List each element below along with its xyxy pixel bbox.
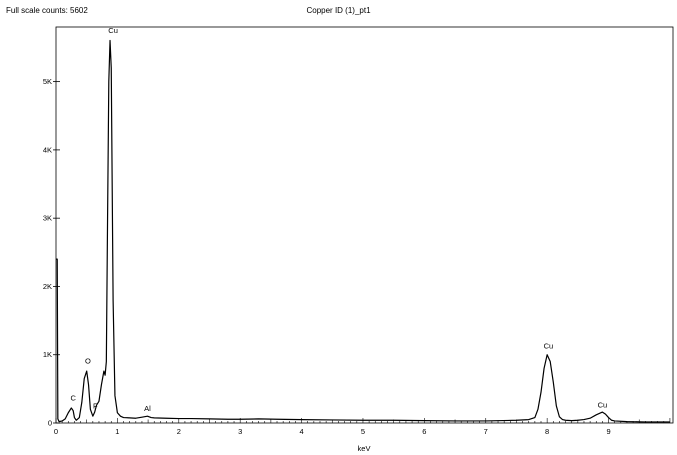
- plot-frame: [55, 26, 674, 424]
- spectrum-title: Copper ID (1)_pt1: [306, 6, 371, 15]
- x-tick-label: 0: [54, 427, 58, 436]
- y-tick-label: 3K: [43, 214, 52, 223]
- y-tick-label: 2K: [43, 282, 52, 291]
- y-tick-label: 1K: [43, 350, 52, 359]
- x-tick-label: 4: [299, 427, 303, 436]
- peak-label: Cu: [108, 26, 118, 35]
- x-tick-label: 2: [177, 427, 181, 436]
- y-tick-label: 5K: [43, 77, 52, 86]
- x-tick-label: 6: [422, 427, 426, 436]
- x-tick-label: 7: [484, 427, 488, 436]
- x-tick-label: 1: [115, 427, 119, 436]
- spectrum-line: [56, 39, 670, 423]
- peak-label: F: [93, 402, 98, 411]
- x-axis-label: keV: [358, 444, 371, 453]
- x-tick-label: 5: [361, 427, 365, 436]
- peak-label: Cu: [544, 342, 554, 351]
- y-tick-label: 0: [48, 419, 52, 428]
- x-tick-label: 3: [238, 427, 242, 436]
- x-tick-label: 9: [606, 427, 610, 436]
- x-tick-label: 8: [545, 427, 549, 436]
- peak-label: C: [70, 394, 76, 403]
- y-tick-label: 4K: [43, 145, 52, 154]
- full-scale-counts-label: Full scale counts: 5602: [6, 6, 88, 15]
- peak-label: O: [85, 357, 91, 366]
- peak-label: Cu: [598, 400, 608, 409]
- peak-label: Al: [144, 404, 151, 413]
